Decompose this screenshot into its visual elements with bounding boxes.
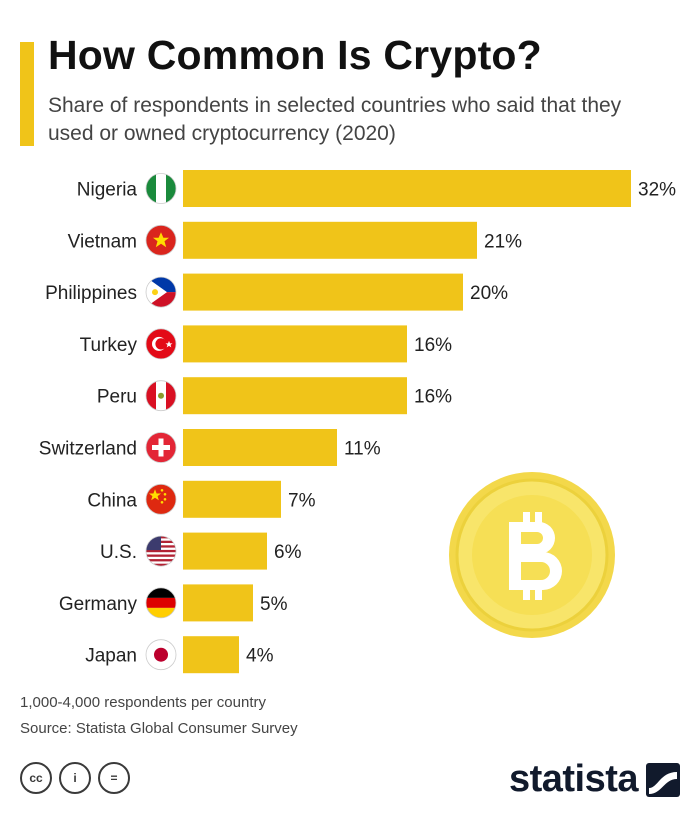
value-label-japan: 4% (246, 646, 274, 667)
flag-u-s-icon (146, 536, 176, 567)
bar-u-s (183, 532, 267, 570)
country-label-japan: Japan (85, 646, 137, 667)
bar-turkey (183, 325, 407, 363)
chart-title: How Common Is Crypto? (48, 32, 542, 78)
value-label-turkey: 16% (414, 335, 452, 356)
country-label-nigeria: Nigeria (77, 180, 138, 201)
bar-nigeria (183, 170, 631, 207)
flag-vietnam-icon (146, 225, 176, 256)
value-label-vietnam: 21% (484, 231, 522, 252)
bar-vietnam (183, 221, 477, 259)
value-label-germany: 5% (260, 594, 288, 615)
value-label-nigeria: 32% (638, 180, 676, 201)
creative-commons-icon[interactable]: cc (20, 762, 52, 794)
bar-japan (183, 636, 239, 674)
bar-peru (183, 377, 407, 415)
flag-nigeria-icon (146, 173, 176, 204)
flag-turkey-icon (146, 328, 176, 359)
bitcoin-coin-icon (449, 472, 615, 638)
statista-logo[interactable]: statista (509, 758, 680, 801)
chart-subtitle: Share of respondents in selected countri… (48, 94, 622, 145)
source-note: Source: Statista Global Consumer Survey (20, 720, 298, 737)
attribution-icon[interactable]: i (59, 762, 91, 794)
flag-switzerland-icon (146, 432, 176, 463)
title-accent-bar (20, 42, 34, 146)
country-label-philippines: Philippines (45, 283, 137, 304)
country-label-switzerland: Switzerland (39, 439, 137, 460)
country-label-germany: Germany (59, 594, 138, 615)
flag-japan-icon (146, 639, 176, 670)
flag-philippines-icon (146, 277, 176, 308)
statista-mark-icon (646, 762, 680, 797)
value-label-peru: 16% (414, 387, 452, 408)
bar-germany (183, 584, 253, 622)
respondents-note: 1,000-4,000 respondents per country (20, 694, 266, 711)
country-label-peru: Peru (97, 387, 137, 408)
bar-china (183, 480, 281, 518)
country-label-vietnam: Vietnam (68, 231, 137, 252)
value-label-philippines: 20% (470, 283, 508, 304)
value-label-u-s: 6% (274, 542, 302, 563)
country-label-u-s: U.S. (100, 542, 137, 563)
bar-switzerland (183, 429, 337, 466)
no-derivatives-icon[interactable]: = (98, 762, 130, 794)
value-label-china: 7% (288, 490, 316, 511)
bar-philippines (183, 273, 463, 311)
flag-china-icon (146, 484, 176, 515)
flag-germany-icon (146, 587, 176, 618)
bar-chart: Nigeria 32% Vietnam 21% Philippines 20% Turkey… (39, 170, 676, 674)
flag-peru-icon (146, 380, 176, 411)
country-label-china: China (87, 490, 137, 511)
country-label-turkey: Turkey (80, 335, 138, 356)
license-icons: cc i = (20, 762, 130, 794)
statista-wordmark: statista (508, 758, 639, 800)
value-label-switzerland: 11% (344, 439, 381, 460)
